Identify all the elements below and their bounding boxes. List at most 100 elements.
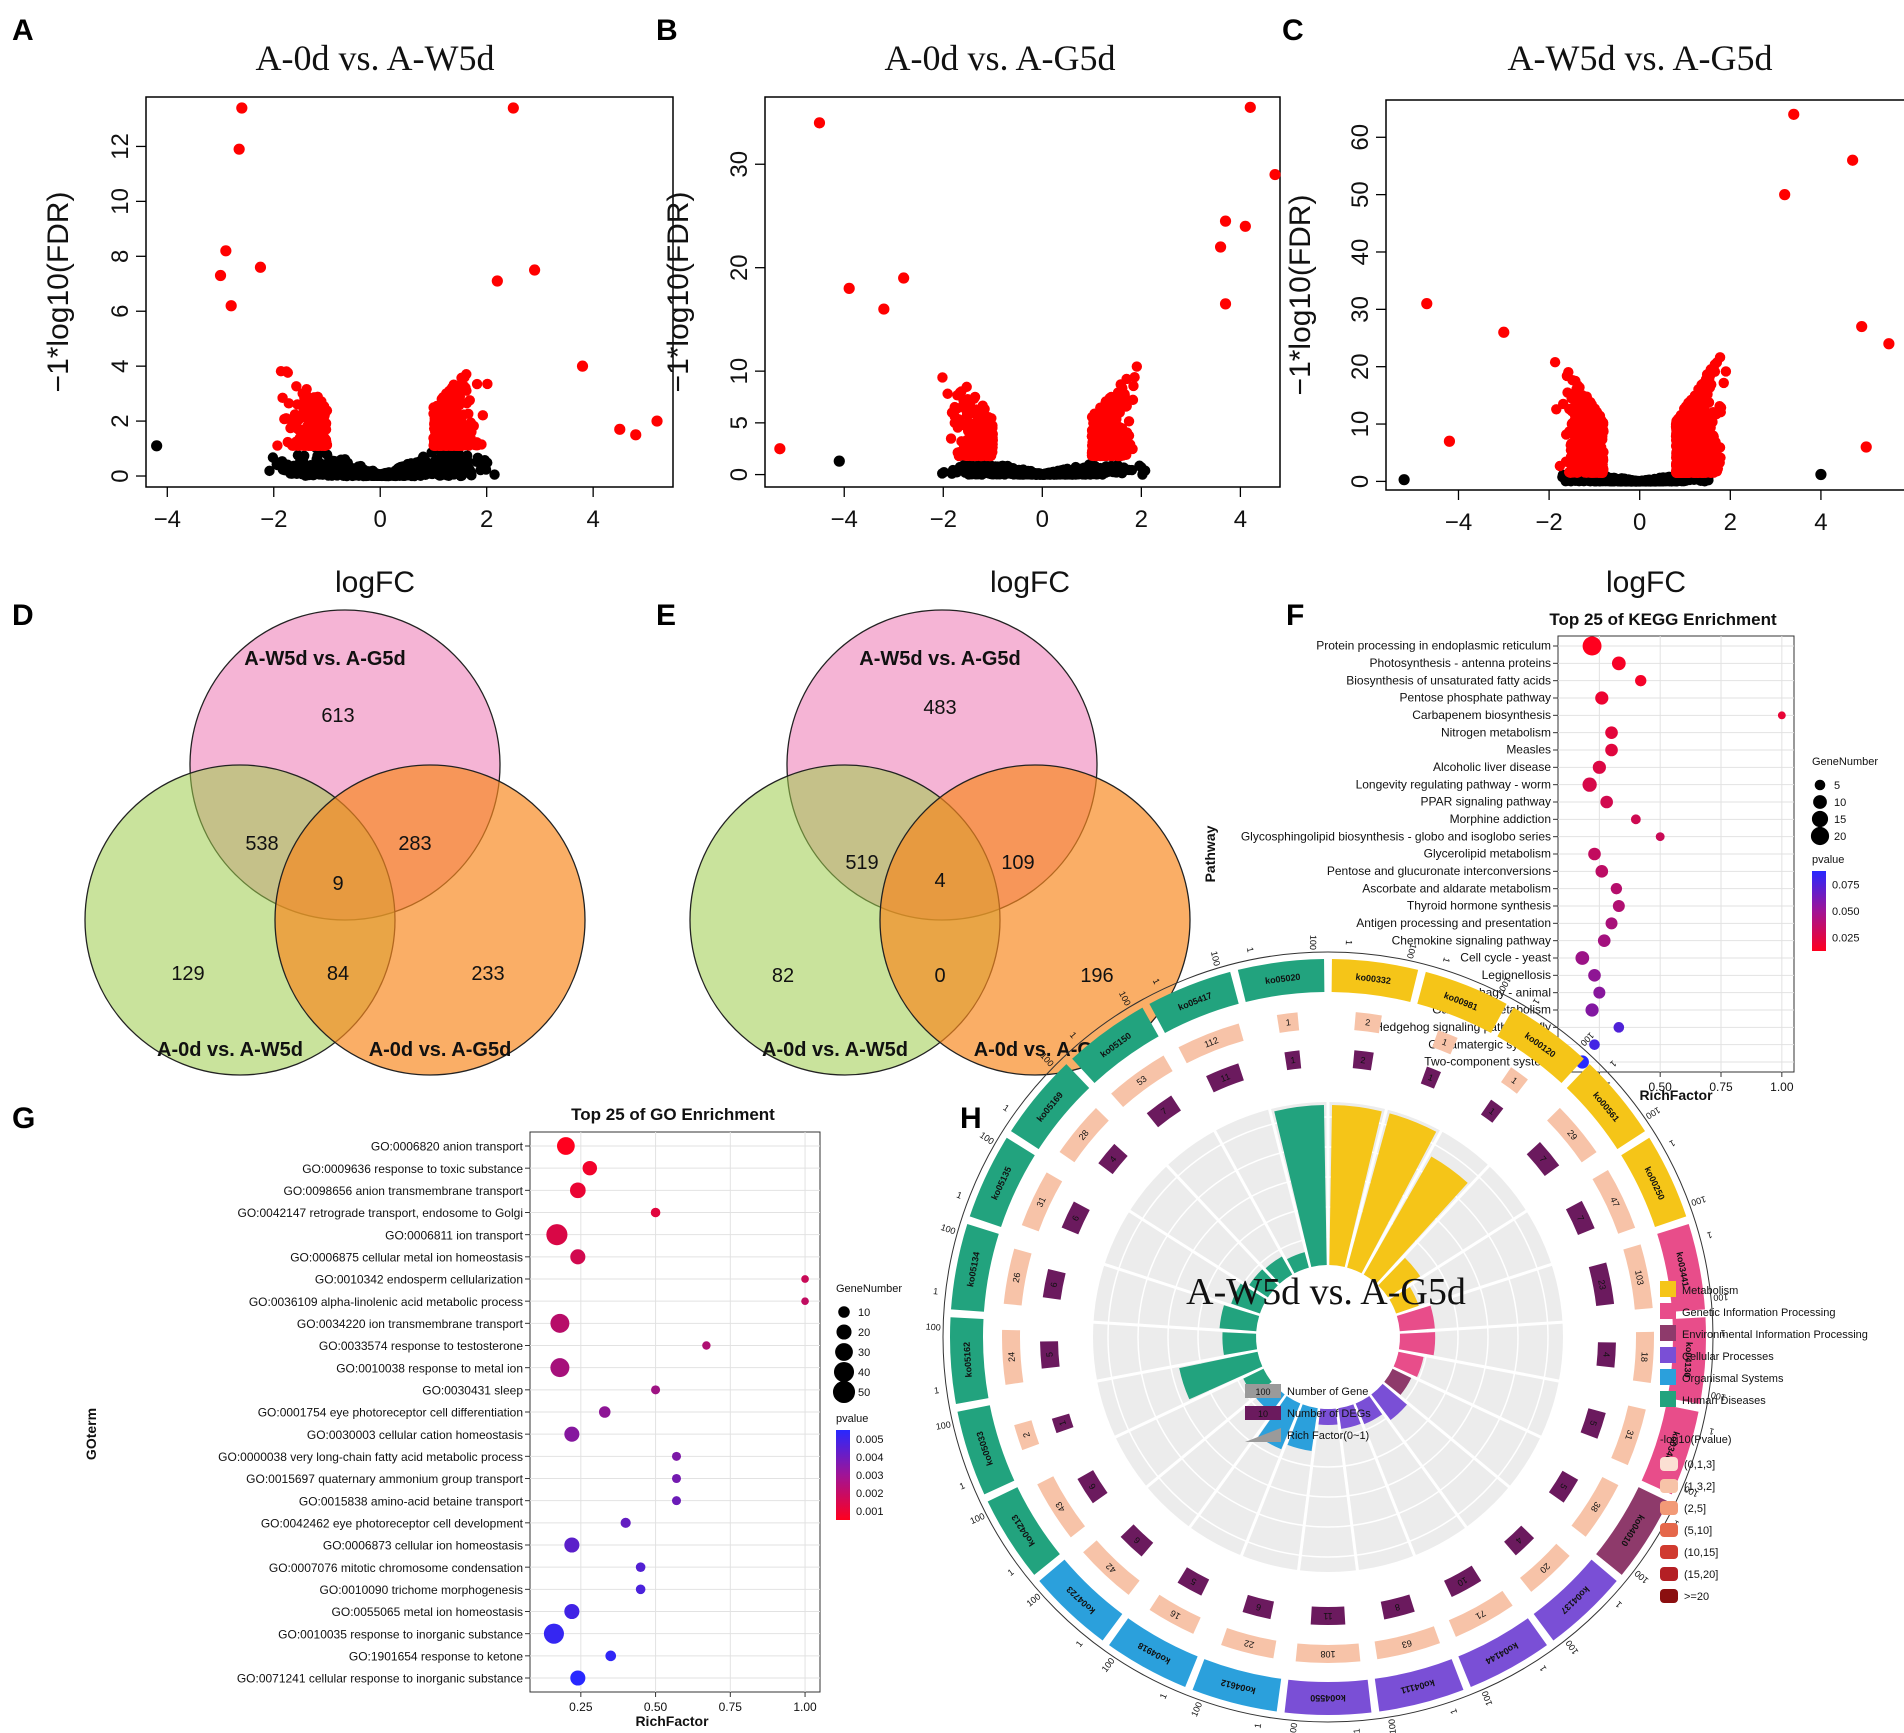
panel-label-e: E xyxy=(656,599,676,632)
x-tick-label: −4 xyxy=(154,506,181,533)
panel-label-g: G xyxy=(12,1102,35,1135)
point-outlier xyxy=(898,272,910,284)
volcano-c-title: A-W5d vs. A-G5d xyxy=(1508,38,1773,78)
point-nonsig xyxy=(317,466,328,477)
x-tick-label: 0.50 xyxy=(644,1700,668,1714)
volcano-c-points xyxy=(1398,108,1895,487)
dot xyxy=(1612,900,1625,912)
point-outlier xyxy=(528,264,541,276)
point-sig xyxy=(477,410,489,421)
point-nonsig xyxy=(1657,473,1669,484)
point-sig xyxy=(1686,447,1698,459)
point-nonsig xyxy=(459,454,471,465)
volcano-b-frame xyxy=(764,96,1281,488)
point-sig xyxy=(1715,406,1726,418)
point-sig xyxy=(1096,450,1107,461)
point-sig xyxy=(1694,417,1706,428)
category-label: GO:0098656 anion transmembrane transport xyxy=(284,1184,524,1198)
dot xyxy=(1777,711,1786,720)
dot xyxy=(650,1207,661,1218)
point-sig xyxy=(1673,450,1684,462)
point-sig xyxy=(1569,463,1581,475)
category-label: GO:0055065 metal ion homeostasis xyxy=(332,1605,523,1619)
point-sig xyxy=(289,409,301,420)
point-sig xyxy=(1706,467,1717,478)
point-sig xyxy=(447,396,459,408)
point-sig xyxy=(1587,466,1599,478)
x-tick-label: 1.00 xyxy=(793,1700,817,1714)
dot xyxy=(570,1182,586,1199)
category-label: GO:0033574 response to testosterone xyxy=(319,1339,523,1353)
dot xyxy=(550,1358,570,1378)
point-nonsig xyxy=(1134,460,1145,471)
point-sig xyxy=(986,413,997,424)
point-sig xyxy=(303,440,315,451)
category-label: Morphine addiction xyxy=(1450,812,1551,826)
y-tick-label: 60 xyxy=(1347,124,1374,151)
point-sig xyxy=(434,417,446,428)
category-label: GO:0010090 trichome morphogenesis xyxy=(320,1583,523,1597)
point-sig xyxy=(1125,439,1136,450)
legend-size-dot xyxy=(1810,826,1830,846)
y-tick-label: 0 xyxy=(726,468,753,481)
venn-d-n-top: 613 xyxy=(321,705,354,727)
go-xticks: 0.25 0.50 0.75 1.00 xyxy=(569,1692,817,1714)
kegg-ylabel: Pathway xyxy=(1202,825,1218,882)
point-sig xyxy=(967,449,978,460)
point-nonsig xyxy=(1137,469,1148,480)
y-tick-label: 4 xyxy=(107,359,134,372)
legend-size-title: GeneNumber xyxy=(836,1283,902,1295)
point-sig xyxy=(1693,384,1704,395)
category-label: Cell cycle - yeast xyxy=(1460,951,1551,965)
point-sig xyxy=(461,369,472,380)
dot xyxy=(651,1385,661,1395)
dot xyxy=(620,1517,631,1528)
dot xyxy=(582,1160,598,1176)
point-sig xyxy=(1671,434,1683,445)
point-nonsig xyxy=(264,465,275,477)
category-label: GO:0042462 eye photoreceptor cell develo… xyxy=(261,1517,524,1531)
point-nonsig xyxy=(400,463,411,474)
category-label: GO:0000038 very long-chain fatty acid me… xyxy=(218,1450,523,1464)
dot xyxy=(1630,814,1641,825)
category-label: PPAR signaling pathway xyxy=(1420,795,1551,809)
y-tick-label: 0 xyxy=(1347,475,1374,488)
category-label: GO:0034220 ion transmembrane transport xyxy=(297,1317,524,1331)
point-nonsig xyxy=(1089,466,1101,477)
y-tick-label: 10 xyxy=(1347,411,1374,438)
volcano-c-ylabel: −1*log10(FDR) xyxy=(1284,195,1317,396)
point-outlier xyxy=(507,102,519,114)
legend-color-label: 0.005 xyxy=(856,1434,884,1446)
point-outlier xyxy=(1239,220,1251,232)
point-nonsig xyxy=(392,469,403,481)
category-label: Pentose and glucuronate interconversions xyxy=(1327,864,1551,878)
venn-e-n-top: 483 xyxy=(923,697,956,719)
legend-color-bar xyxy=(836,1430,850,1520)
x-tick-label: 2 xyxy=(1135,506,1148,533)
y-tick-label: 20 xyxy=(1347,353,1374,380)
dot xyxy=(1585,1003,1599,1017)
category-label: Longevity regulating pathway - worm xyxy=(1356,777,1551,791)
panel-label-f: F xyxy=(1286,599,1304,632)
x-tick-label: −2 xyxy=(930,506,957,533)
dot xyxy=(605,1650,617,1662)
y-tick-label: 20 xyxy=(726,254,753,281)
dot xyxy=(635,1562,646,1572)
point-sig xyxy=(482,378,493,390)
legend-size-label: 40 xyxy=(858,1367,870,1379)
point-sig xyxy=(308,405,319,416)
category-label: Photosynthesis - antenna proteins xyxy=(1370,656,1551,670)
dot xyxy=(1595,865,1609,878)
point-nonsig xyxy=(955,464,966,476)
category-label: Glycerolipid metabolism xyxy=(1424,847,1551,861)
point-outlier xyxy=(1443,435,1456,447)
point-sig xyxy=(308,392,320,403)
dot xyxy=(598,1406,611,1418)
point-sig xyxy=(471,378,483,390)
point-sig xyxy=(291,381,302,392)
point-nonsig xyxy=(1003,466,1014,477)
venn-e-n-bottom: 0 xyxy=(934,965,945,987)
point-nonsig xyxy=(1052,465,1064,477)
